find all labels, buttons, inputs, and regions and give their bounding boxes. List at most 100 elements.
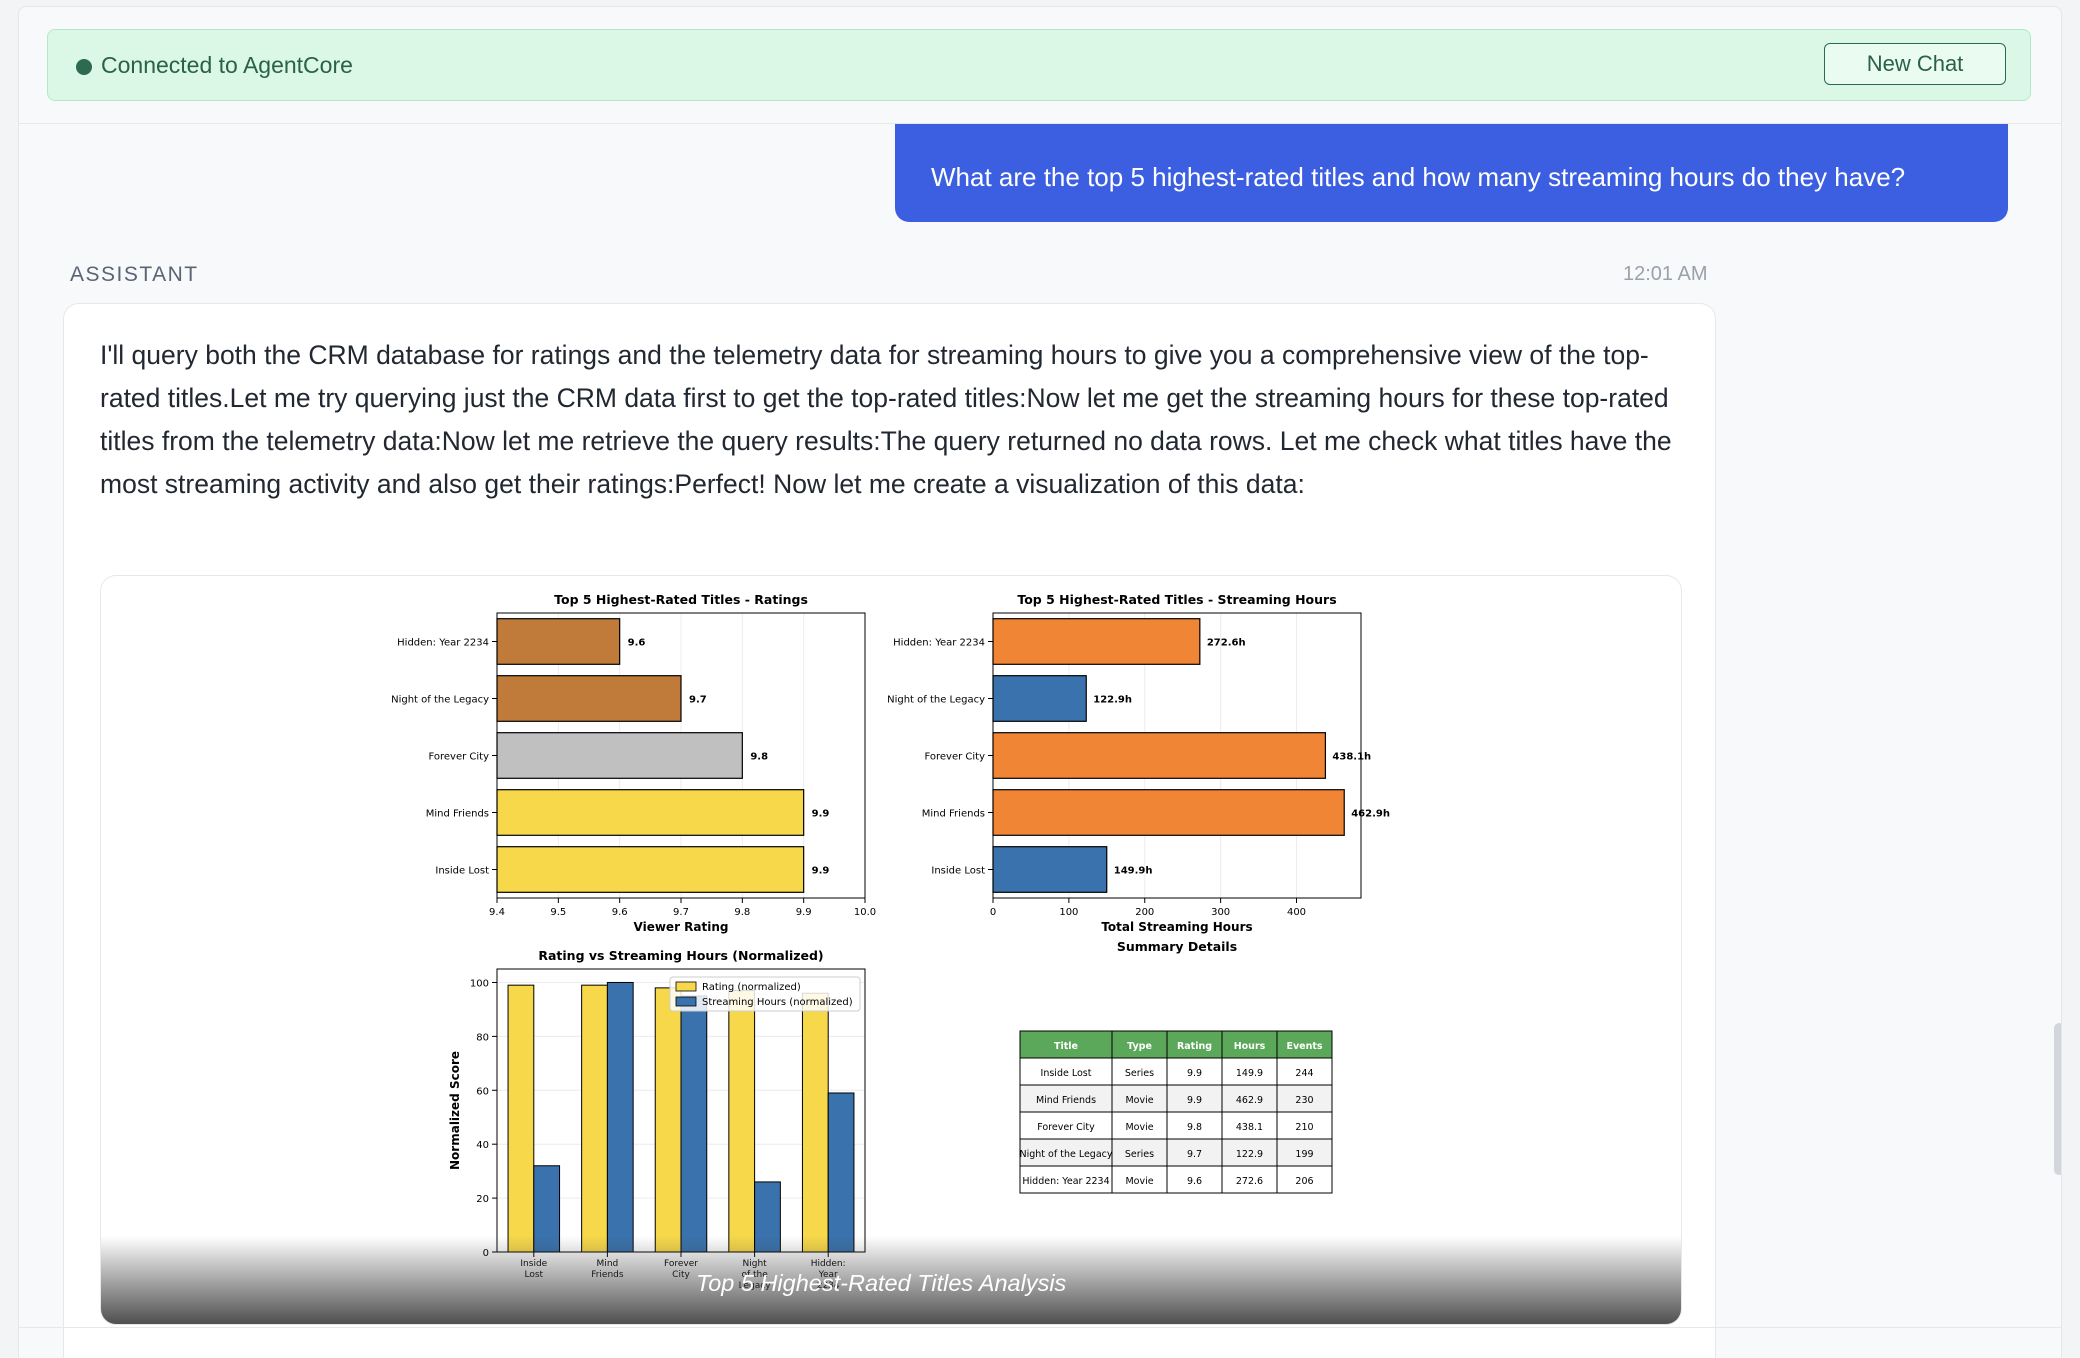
table-cell bbox=[1111, 1111, 1168, 1140]
table-cell bbox=[1166, 1057, 1223, 1086]
x-tick-label: 400 bbox=[1287, 907, 1306, 918]
composer-divider bbox=[19, 1327, 2061, 1328]
table-cell-text: 272.6 bbox=[1236, 1176, 1263, 1187]
data-label: 9.9 bbox=[812, 809, 830, 820]
y-tick-label: Inside Lost bbox=[435, 866, 489, 877]
new-chat-button[interactable]: New Chat bbox=[1824, 43, 2006, 85]
connection-status-text: Connected to AgentCore bbox=[101, 52, 353, 78]
assistant-role-label: ASSISTANT bbox=[70, 263, 199, 286]
x-tick-label: 100 bbox=[1059, 907, 1078, 918]
bar bbox=[496, 846, 805, 893]
data-label: 9.6 bbox=[628, 638, 646, 649]
plot-frame bbox=[992, 612, 1362, 899]
y-axis-label: Normalized Score bbox=[448, 1051, 462, 1170]
table-cell bbox=[1111, 1138, 1168, 1167]
data-label: 9.8 bbox=[750, 752, 768, 763]
y-tick-label: Hidden: Year 2234 bbox=[397, 638, 489, 649]
table-cell-text: Movie bbox=[1125, 1122, 1153, 1133]
connection-status-bar: Connected to AgentCore New Chat bbox=[47, 29, 2031, 101]
table-header-text: Title bbox=[1054, 1041, 1078, 1052]
connected-indicator-icon bbox=[76, 59, 92, 75]
table-cell-text: Series bbox=[1125, 1068, 1154, 1079]
bar-hours bbox=[606, 981, 634, 1253]
table-cell-text: 9.7 bbox=[1187, 1149, 1202, 1160]
x-tick-label: 0 bbox=[990, 907, 996, 918]
table-cell bbox=[1276, 1165, 1333, 1194]
bar bbox=[992, 846, 1108, 893]
table-cell-text: Hidden: Year 2234 bbox=[1022, 1176, 1109, 1187]
bar bbox=[992, 789, 1345, 836]
table-cell bbox=[1019, 1057, 1113, 1086]
bar bbox=[496, 789, 805, 836]
y-tick-label: Mind Friends bbox=[426, 809, 489, 820]
table-cell-text: Movie bbox=[1125, 1176, 1153, 1187]
bar-rating bbox=[654, 987, 682, 1253]
x-tick-label: 9.9 bbox=[796, 907, 812, 918]
bar-hours bbox=[680, 995, 708, 1253]
bar-rating bbox=[581, 984, 608, 1253]
chart-title: Rating vs Streaming Hours (Normalized) bbox=[538, 948, 823, 963]
scrollbar-thumb[interactable] bbox=[2054, 1023, 2061, 1175]
x-tick-label: 9.6 bbox=[612, 907, 628, 918]
table-cell-text: 244 bbox=[1295, 1068, 1313, 1079]
data-label: 9.9 bbox=[812, 866, 830, 877]
table-cell-text: 149.9 bbox=[1236, 1068, 1263, 1079]
bar bbox=[992, 618, 1201, 665]
bar bbox=[496, 675, 682, 722]
x-tick-label: 300 bbox=[1211, 907, 1230, 918]
table-cell-text: 210 bbox=[1295, 1122, 1313, 1133]
table-cell bbox=[1221, 1138, 1278, 1167]
table-cell-text: 122.9 bbox=[1236, 1149, 1263, 1160]
chat-window: Connected to AgentCore New Chat What are… bbox=[18, 6, 2062, 1358]
figure-caption: Top 5 Highest-Rated Titles Analysis bbox=[696, 1270, 1067, 1296]
table-cell-text: Inside Lost bbox=[1041, 1068, 1092, 1079]
y-tick-label: Inside Lost bbox=[931, 866, 985, 877]
bar-hours bbox=[827, 1092, 855, 1253]
table-cell bbox=[1166, 1165, 1223, 1194]
table-cell-text: 438.1 bbox=[1236, 1122, 1263, 1133]
legend-label: Rating (normalized) bbox=[702, 982, 801, 993]
bar bbox=[992, 675, 1087, 722]
chart-image[interactable]: 9.4 9.5 9.6 9.7 9.8 9.9 10.0 Hidden: Year 2234 9… bbox=[100, 575, 1682, 1325]
table-header-cell bbox=[1276, 1030, 1333, 1059]
table-header-text: Hours bbox=[1234, 1041, 1266, 1052]
bar-rating bbox=[801, 992, 829, 1253]
table-cell-text: 9.9 bbox=[1187, 1068, 1202, 1079]
x-tick-label: 200 bbox=[1135, 907, 1154, 918]
bar bbox=[992, 732, 1327, 779]
table-cell bbox=[1276, 1057, 1333, 1086]
table-cell-text: 9.6 bbox=[1187, 1176, 1202, 1187]
table-header-text: Type bbox=[1127, 1041, 1152, 1052]
table-cell-text: 206 bbox=[1295, 1176, 1313, 1187]
table-header-text: Events bbox=[1286, 1041, 1322, 1052]
message-timestamp: 12:01 AM bbox=[1623, 263, 1708, 285]
table-header-cell bbox=[1019, 1030, 1113, 1059]
chart-title: Top 5 Highest-Rated Titles - Streaming H… bbox=[1017, 592, 1336, 607]
table-header-cell bbox=[1221, 1030, 1278, 1059]
data-label: 122.9h bbox=[1093, 695, 1132, 706]
legend-box bbox=[669, 976, 861, 1012]
table-cell bbox=[1276, 1084, 1333, 1113]
y-tick-label: Forever City bbox=[428, 752, 489, 763]
data-label: 438.1h bbox=[1332, 752, 1371, 763]
x-tick-label: 10.0 bbox=[854, 907, 876, 918]
table-title: Summary Details bbox=[1117, 939, 1237, 954]
table-cell bbox=[1276, 1111, 1333, 1140]
legend-label: Streaming Hours (normalized) bbox=[702, 997, 853, 1008]
x-axis-label: Total Streaming Hours bbox=[1101, 920, 1252, 934]
table-cell-text: Forever City bbox=[1037, 1122, 1095, 1133]
legend-swatch bbox=[675, 981, 697, 992]
table-cell-text: Mind Friends bbox=[1036, 1095, 1096, 1106]
table-cell bbox=[1111, 1057, 1168, 1086]
bar bbox=[496, 618, 621, 665]
table-cell-text: 199 bbox=[1295, 1149, 1313, 1160]
table-cell-text: 462.9 bbox=[1236, 1095, 1263, 1106]
header-divider bbox=[19, 123, 2061, 124]
table-cell bbox=[1221, 1084, 1278, 1113]
table-cell-text: 9.9 bbox=[1187, 1095, 1202, 1106]
x-axis-label: Viewer Rating bbox=[634, 920, 729, 934]
table-cell-text: 9.8 bbox=[1187, 1122, 1202, 1133]
data-label: 149.9h bbox=[1114, 866, 1153, 877]
table-cell-text: Night of the Legacy bbox=[1020, 1149, 1113, 1160]
x-tick-label: 9.7 bbox=[673, 907, 689, 918]
